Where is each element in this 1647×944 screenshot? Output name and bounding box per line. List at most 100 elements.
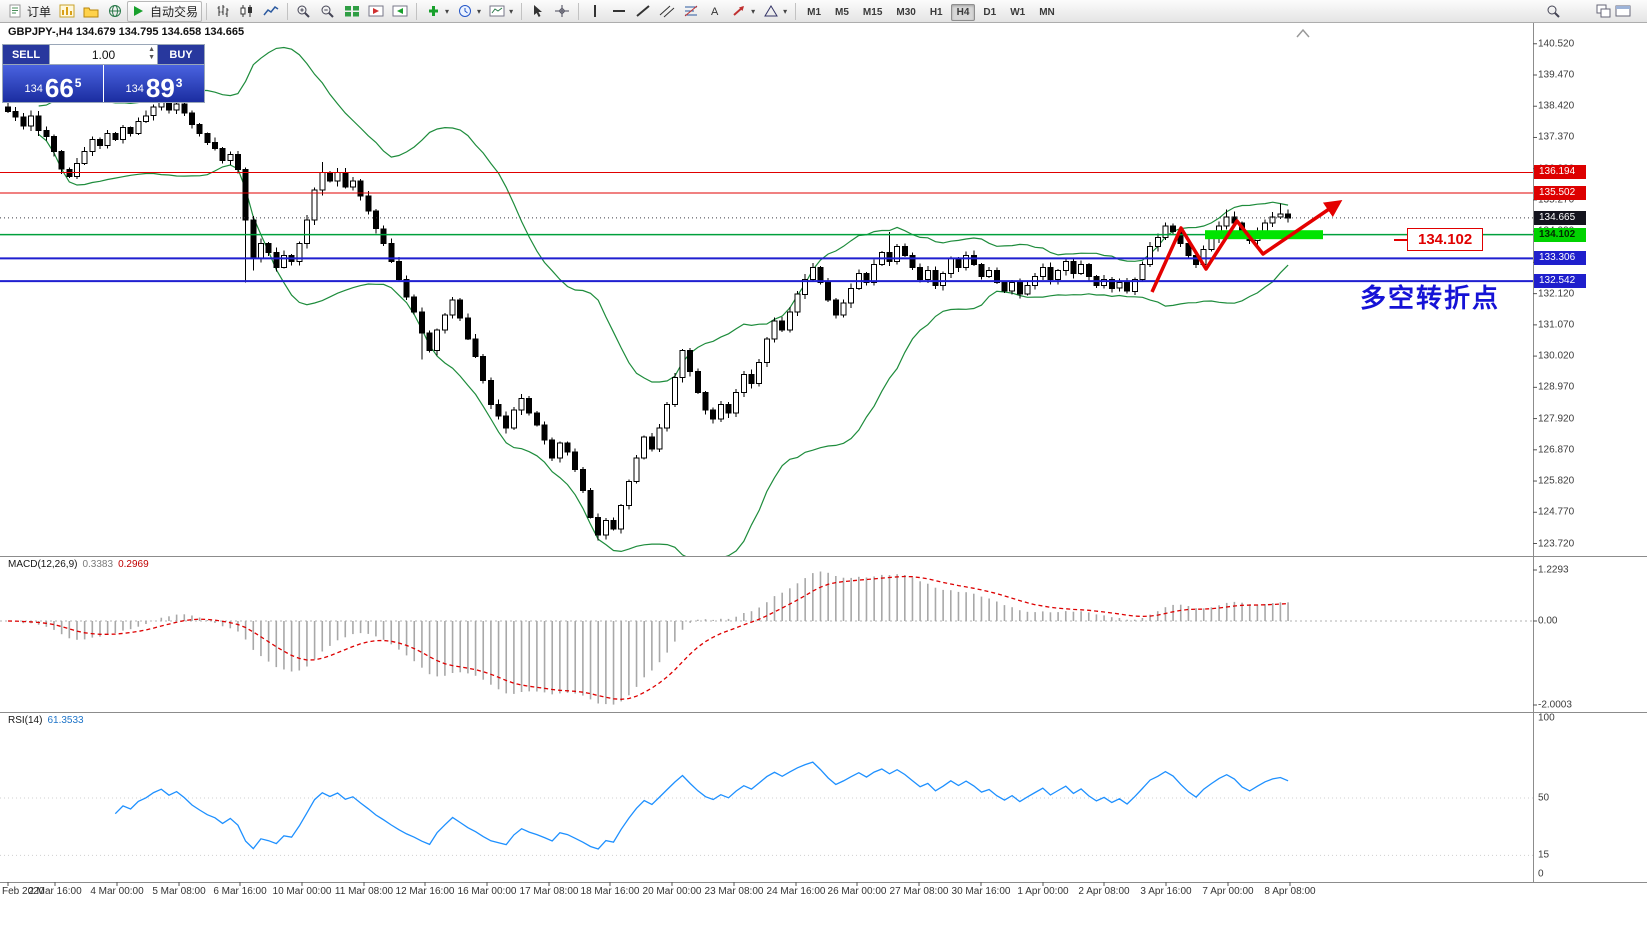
zoom-in-button[interactable]: [292, 1, 316, 22]
line-chart-button[interactable]: [259, 1, 283, 22]
tf-button-m15[interactable]: M15: [862, 7, 883, 18]
candle-body: [434, 329, 441, 352]
candle-body: [150, 106, 157, 117]
candle-body: [510, 409, 517, 429]
help-button[interactable]: [103, 1, 127, 22]
candle-body: [1055, 269, 1062, 280]
trend-zigzag-arrow[interactable]: [1150, 200, 1343, 293]
arrows-tool-button[interactable]: ▾: [727, 1, 759, 22]
rsi-label: RSI(14) 61.3533: [8, 715, 84, 726]
profiles-icon: [83, 7, 99, 18]
shapes-tool-button[interactable]: ▾: [759, 1, 791, 22]
time-tick-label: 1 Apr 00:00: [1017, 886, 1069, 897]
price-tick-label: 131.070: [1538, 319, 1575, 331]
candle-body: [1116, 281, 1123, 289]
candle-body: [840, 302, 847, 316]
candle-body: [181, 103, 188, 114]
green-highlight-bar[interactable]: [1205, 230, 1323, 240]
volume-input[interactable]: 1.00 ▲ ▼: [49, 45, 158, 64]
text-tool-button[interactable]: A: [703, 1, 727, 22]
buy-tab[interactable]: BUY: [158, 45, 204, 64]
scroll-indicator-icon[interactable]: [1296, 28, 1310, 38]
tf-button-m30[interactable]: M30: [896, 7, 916, 18]
tf-button-h1[interactable]: H1: [929, 7, 943, 18]
tf-button-m5[interactable]: M5: [835, 7, 849, 18]
windows-button[interactable]: [1592, 1, 1635, 22]
trendline-icon: [636, 5, 650, 17]
candle-body: [533, 412, 540, 426]
spinner-up-icon[interactable]: ▲: [148, 46, 155, 53]
channel-tool-button[interactable]: [655, 1, 679, 22]
shapes-icon: [764, 5, 778, 17]
sell-tab[interactable]: SELL: [3, 45, 49, 64]
time-tick-label: 6 Mar 16:00: [213, 886, 267, 897]
buy-price-button[interactable]: 134 89 3: [104, 65, 204, 102]
time-tick-label: 17 Mar 08:00: [519, 886, 579, 897]
candle-body: [388, 243, 395, 262]
bar-chart-button[interactable]: [211, 1, 235, 22]
turning-point-note[interactable]: 多空转折点: [1360, 283, 1501, 313]
chart-shift-button[interactable]: [364, 1, 388, 22]
tile-windows-button[interactable]: [340, 1, 364, 22]
candle-body: [1001, 281, 1008, 292]
candle-body: [74, 162, 80, 178]
cursor-icon: [534, 5, 543, 17]
sell-price-small: 134: [24, 83, 43, 95]
search-button[interactable]: [1542, 1, 1566, 22]
candle-body: [1070, 261, 1077, 274]
new-order-button[interactable]: 订单: [4, 1, 55, 22]
buy-price-small: 134: [125, 83, 144, 95]
periods-button[interactable]: ▾: [453, 1, 485, 22]
autotrade-button[interactable]: 自动交易: [127, 0, 203, 22]
volume-spinner[interactable]: ▲ ▼: [148, 46, 155, 62]
candle-body: [1085, 264, 1092, 277]
templates-button[interactable]: ▾: [485, 1, 517, 22]
time-tick-label: 30 Mar 16:00: [951, 886, 1011, 897]
crosshair-button[interactable]: [550, 1, 574, 22]
candle-body: [549, 439, 556, 459]
new-chart-button[interactable]: [55, 1, 79, 22]
candle-body: [863, 272, 870, 283]
price-badge-blue: 133.306: [1534, 251, 1586, 266]
candle-body: [740, 374, 747, 393]
candlestick-chart-button[interactable]: [235, 1, 259, 22]
vline-tool-button[interactable]: [583, 1, 607, 22]
price-badge-red: 135.502: [1534, 186, 1586, 201]
zoom-out-button[interactable]: [316, 1, 340, 22]
candle-body: [89, 139, 96, 152]
candle-body: [947, 258, 954, 274]
candle-body: [380, 228, 387, 245]
candle-body: [20, 116, 27, 127]
auto-scroll-icon: [392, 5, 408, 17]
candle-body: [817, 267, 824, 283]
candle-body: [227, 153, 234, 161]
candle-body: [51, 136, 57, 153]
candle-body: [970, 255, 977, 266]
candle-body: [1024, 284, 1031, 295]
cursor-button[interactable]: [526, 1, 550, 22]
tf-button-w1[interactable]: W1: [1010, 7, 1026, 18]
candle-body: [963, 255, 970, 269]
rsi-axis-label: 0: [1538, 868, 1544, 880]
candle-body: [1101, 278, 1108, 286]
tf-button-m1[interactable]: M1: [807, 7, 822, 18]
chevron-down-icon: ▾: [445, 6, 450, 16]
fibonacci-tool-button[interactable]: [679, 1, 703, 22]
toolbar-right-group: [1542, 1, 1635, 22]
candle-body: [1170, 225, 1177, 233]
sell-price-button[interactable]: 134 66 5: [3, 65, 103, 102]
zoom-in-icon: [297, 5, 310, 18]
profiles-button[interactable]: [79, 1, 103, 22]
price-tick-label: 123.720: [1538, 538, 1575, 549]
tf-button-mn[interactable]: MN: [1039, 7, 1055, 18]
tf-button-d1[interactable]: D1: [983, 7, 997, 18]
trendline-tool-button[interactable]: [631, 1, 655, 22]
macd-label: MACD(12,26,9) 0.3383 0.2969: [8, 559, 149, 570]
candle-body: [1131, 278, 1138, 292]
tf-button-h4[interactable]: H4: [950, 4, 976, 21]
indicators-button[interactable]: ▾: [421, 1, 453, 22]
spinner-down-icon[interactable]: ▼: [148, 54, 155, 61]
price-callout[interactable]: 134.102: [1407, 228, 1484, 251]
auto-scroll-button[interactable]: [388, 1, 412, 22]
hline-tool-button[interactable]: [607, 1, 631, 22]
